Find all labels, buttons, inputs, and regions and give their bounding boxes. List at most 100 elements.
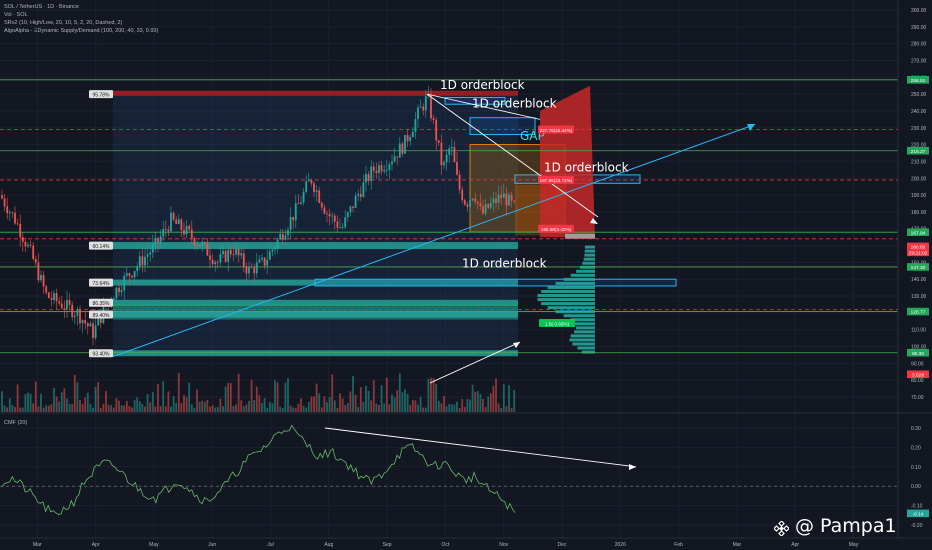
candle-body bbox=[349, 206, 352, 213]
price-tick-label: 230.00 bbox=[911, 126, 927, 132]
candle-body bbox=[37, 262, 40, 281]
time-tick-label: Apr bbox=[791, 542, 799, 548]
volume-bar bbox=[183, 395, 185, 412]
volume-bar bbox=[235, 404, 237, 412]
volume-bar bbox=[227, 382, 230, 412]
volume-bar bbox=[284, 382, 287, 412]
candle-body bbox=[146, 254, 149, 257]
srv2-legend[interactable]: SRv2 (10, High/Low, 20, 10, 5, 2, 20, Da… bbox=[4, 20, 123, 26]
time-tick-label: Jun bbox=[208, 542, 216, 548]
trendline-support bbox=[112, 123, 756, 358]
candle-body bbox=[149, 252, 152, 255]
algoalpha-legend[interactable]: AlgoAlpha - ΞDynamic Supply/Demand (100,… bbox=[4, 28, 159, 34]
volume-bar bbox=[409, 405, 412, 412]
price-tick-label: 70.00 bbox=[911, 395, 924, 401]
volume-bar bbox=[34, 381, 37, 412]
candle-body bbox=[29, 244, 32, 246]
volume-bar bbox=[167, 391, 170, 412]
volume-bar bbox=[302, 405, 305, 412]
volume-bar bbox=[97, 382, 100, 412]
volume-bar bbox=[385, 377, 388, 412]
volume-profile-bar bbox=[537, 298, 595, 302]
fib-band bbox=[113, 242, 518, 250]
volume-legend[interactable]: Vol · SOL bbox=[4, 12, 28, 18]
candle-body bbox=[375, 170, 378, 173]
volume-bar bbox=[258, 395, 261, 412]
candle-body bbox=[248, 266, 250, 274]
volume-bar bbox=[84, 397, 87, 412]
orderblock-zone bbox=[314, 278, 677, 287]
candle-body bbox=[489, 203, 492, 208]
volume-bar bbox=[255, 386, 258, 412]
candle-body bbox=[274, 247, 276, 250]
candle-body bbox=[34, 259, 37, 263]
candle-body bbox=[495, 198, 497, 203]
volume-bar bbox=[151, 392, 154, 412]
volume-profile-bar bbox=[581, 350, 595, 354]
volume-bar bbox=[193, 407, 196, 412]
volume-bar bbox=[297, 403, 300, 412]
volume-bar bbox=[362, 401, 365, 412]
price-target-tag bbox=[538, 175, 574, 184]
orderblock-label: 1D orderblock bbox=[472, 97, 557, 111]
symbol-title[interactable]: SOL / TetherUS · 1D · Binance bbox=[4, 4, 79, 10]
volume-bar bbox=[214, 407, 217, 412]
price-tick-label: 130.00 bbox=[911, 294, 927, 300]
volume-bar bbox=[352, 376, 354, 412]
candle-body bbox=[154, 238, 157, 245]
candle-body bbox=[471, 198, 474, 201]
price-target-text: 1.5(-3.65%) bbox=[545, 321, 569, 326]
candle-body bbox=[219, 254, 222, 263]
volume-bar bbox=[404, 389, 406, 412]
candle-body bbox=[484, 204, 487, 214]
candle-body bbox=[284, 235, 287, 240]
candle-body bbox=[300, 202, 302, 205]
volume-profile-bar bbox=[574, 322, 595, 326]
candle-body bbox=[383, 169, 386, 172]
price-tag-bg bbox=[907, 263, 929, 271]
volume-bar bbox=[365, 385, 367, 412]
volume-bar bbox=[450, 404, 453, 412]
fib-label-bg bbox=[89, 298, 113, 307]
candle-body bbox=[21, 237, 24, 242]
candle-body bbox=[510, 194, 513, 201]
time-tick-label: May bbox=[849, 542, 859, 548]
volume-bar bbox=[463, 407, 466, 412]
volume-profile-bar bbox=[555, 281, 595, 285]
volume-bar bbox=[261, 403, 263, 412]
volume-bar bbox=[237, 373, 240, 412]
candle-body bbox=[479, 203, 482, 207]
volume-bar bbox=[185, 397, 188, 412]
volume-bar bbox=[242, 406, 245, 412]
cmf-line bbox=[1, 424, 516, 515]
volume-bar bbox=[396, 390, 399, 412]
volume-bar bbox=[510, 407, 513, 412]
volume-bar bbox=[266, 407, 269, 412]
candle-body bbox=[268, 251, 271, 260]
candle-body bbox=[229, 249, 232, 255]
candle-body bbox=[328, 213, 331, 217]
volume-bar bbox=[471, 384, 474, 412]
candle-body bbox=[279, 233, 282, 240]
volume-profile-bar bbox=[572, 342, 595, 346]
volume-bar bbox=[146, 394, 149, 412]
volume-profile-bar bbox=[570, 334, 595, 338]
candle-body bbox=[266, 259, 269, 266]
volume-profile-bar bbox=[584, 245, 595, 249]
volume-bar bbox=[320, 407, 323, 412]
volume-bar bbox=[300, 398, 302, 412]
candle-body bbox=[255, 262, 258, 274]
candle-body bbox=[68, 299, 71, 305]
candle-body bbox=[27, 244, 29, 247]
candle-body bbox=[141, 256, 144, 266]
fib-label: 95.78% bbox=[93, 92, 111, 98]
volume-bar bbox=[177, 372, 180, 412]
volume-bar bbox=[19, 407, 22, 412]
volume-bar bbox=[292, 407, 295, 412]
time-tick-label: Nov bbox=[499, 542, 508, 548]
volume-profile-bar bbox=[584, 249, 595, 253]
candle-body bbox=[136, 266, 139, 272]
candle-body bbox=[203, 242, 206, 243]
candle-body bbox=[144, 256, 146, 266]
